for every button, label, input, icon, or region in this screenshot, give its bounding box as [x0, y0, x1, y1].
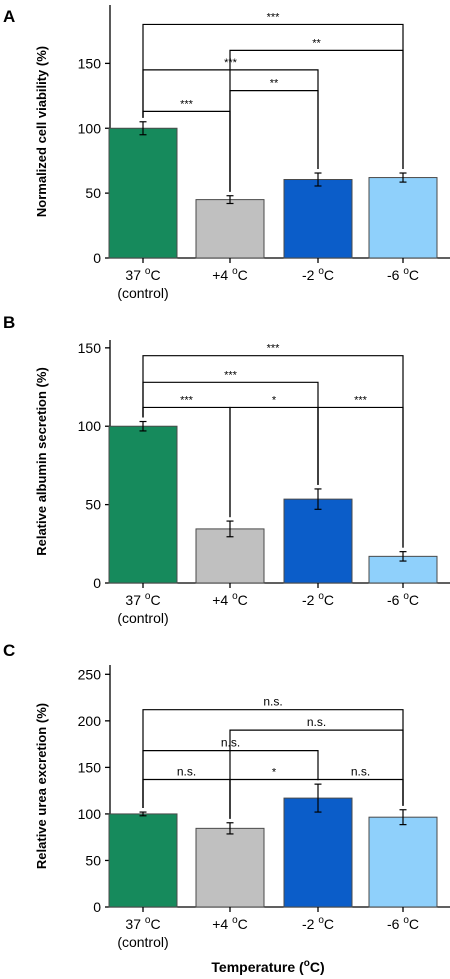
significance-label: n.s. [351, 764, 370, 778]
panel-letter: A [3, 7, 15, 26]
y-tick-label: 250 [78, 666, 102, 682]
significance-bracket [142, 23, 404, 170]
significance-bracket [142, 110, 231, 192]
bar-b-2 [283, 498, 353, 584]
significance-label: *** [224, 369, 238, 381]
significance-label: *** [354, 394, 368, 406]
significance-label: ** [270, 78, 279, 90]
significance-label: n.s. [221, 736, 240, 750]
x-tick-label: -2 oC [302, 915, 334, 932]
bar-c-0 [108, 813, 178, 908]
panel-letter: B [3, 313, 15, 332]
y-tick-label: 150 [78, 340, 102, 356]
significance-label: * [272, 766, 277, 778]
significance-bracket [317, 778, 404, 806]
y-tick-label: 50 [85, 185, 101, 201]
x-tick-label: 37 oC [125, 591, 160, 608]
x-tick-label: -6 oC [387, 591, 419, 608]
x-tick-label: -2 oC [302, 266, 334, 283]
significance-label: *** [180, 98, 194, 110]
y-tick-label: 200 [78, 713, 102, 729]
x-tick-label: +4 oC [212, 915, 248, 932]
y-tick-label: 0 [93, 575, 101, 591]
x-tick-label-line2: (control) [117, 934, 168, 950]
y-tick-label: 100 [78, 806, 102, 822]
y-tick-label: 100 [78, 120, 102, 136]
significance-bracket [142, 778, 231, 819]
significance-label: *** [180, 394, 194, 406]
bar-a-1 [195, 199, 265, 259]
y-tick-label: 50 [85, 852, 101, 868]
significance-bracket [229, 90, 319, 192]
significance-bracket [229, 729, 404, 819]
significance-bracket [142, 355, 404, 548]
panel-c: C Relative urea excretion (%) 0 50 100 150 200… [3, 641, 450, 950]
significance-label: *** [267, 343, 281, 355]
x-tick-label: -2 oC [302, 591, 334, 608]
panel-b: B Relative albumin secretion (%) 0 50 100 150… [3, 313, 450, 626]
x-tick-label: +4 oC [212, 266, 248, 283]
bar-c-3 [368, 816, 438, 908]
y-tick-label: 100 [78, 418, 102, 434]
y-tick-label: 0 [93, 250, 101, 266]
bar-b-0 [108, 425, 178, 584]
y-tick-label: 50 [85, 497, 101, 513]
bar-a-2 [283, 179, 353, 259]
bar-c-2 [283, 797, 353, 908]
bar-c-1 [195, 827, 265, 908]
significance-bracket [229, 49, 404, 192]
x-tick-label: 37 oC [125, 915, 160, 932]
x-tick-label-line2: (control) [117, 285, 168, 301]
y-tick-label: 150 [78, 759, 102, 775]
panel-a: A Normalized cell viability (%) 0 50 100 150 3… [3, 5, 450, 301]
x-axis-label: Temperature (oC) [211, 958, 324, 975]
significance-label: *** [224, 57, 238, 69]
x-tick-label-line2: (control) [117, 610, 168, 626]
significance-label: n.s. [177, 764, 196, 778]
significance-label: n.s. [307, 715, 326, 729]
x-tick-label: -6 oC [387, 266, 419, 283]
bar-a-0 [108, 127, 178, 259]
y-tick-label: 0 [93, 899, 101, 915]
y-axis-label: Normalized cell viability (%) [34, 46, 49, 217]
panel-letter: C [3, 641, 15, 660]
x-tick-label: 37 oC [125, 266, 160, 283]
significance-label: *** [267, 11, 281, 23]
significance-label: * [272, 394, 277, 406]
significance-label: n.s. [263, 695, 282, 709]
significance-label: ** [312, 37, 321, 49]
y-tick-label: 150 [78, 55, 102, 71]
x-tick-label: -6 oC [387, 915, 419, 932]
y-axis-label: Relative albumin secretion (%) [34, 367, 49, 556]
significance-bracket [317, 406, 404, 548]
x-tick-label: +4 oC [212, 591, 248, 608]
bar-a-3 [368, 177, 438, 259]
y-axis-label: Relative urea excretion (%) [34, 703, 49, 869]
significance-bracket [142, 709, 404, 809]
